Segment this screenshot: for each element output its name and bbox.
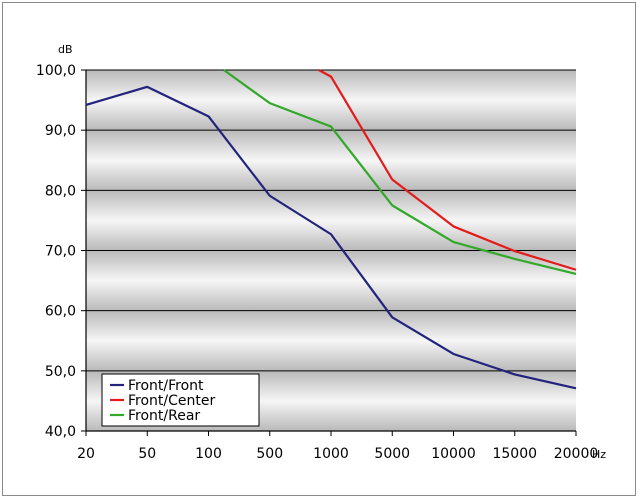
y-axis-unit-label: dB xyxy=(58,43,73,56)
legend-box xyxy=(101,373,260,427)
x-tick-label: 20 xyxy=(77,446,95,462)
x-tick-label: 15000 xyxy=(492,446,537,462)
x-tick-label: 1000 xyxy=(313,446,349,462)
x-tick-label: 5000 xyxy=(374,446,410,462)
x-tick-label: 100 xyxy=(195,446,222,462)
legend-label-front-front: Front/Front xyxy=(128,378,204,394)
y-tick-label: 50,0 xyxy=(45,364,76,380)
plot-band xyxy=(86,250,576,311)
y-tick-label: 80,0 xyxy=(45,183,76,199)
plot-band xyxy=(86,190,576,251)
x-tick-label: 500 xyxy=(256,446,283,462)
x-axis-unit-label: Hz xyxy=(592,448,606,461)
x-tick-label: 10000 xyxy=(431,446,476,462)
series-line-front-center xyxy=(318,69,577,271)
series-line-front-front xyxy=(85,85,577,390)
y-tick-label: 60,0 xyxy=(45,304,76,320)
series-layer xyxy=(85,69,577,390)
plot-background xyxy=(86,70,576,431)
plot-band xyxy=(86,130,576,191)
plot-band xyxy=(86,310,576,371)
x-tick-label: 50 xyxy=(138,446,156,462)
y-tick-label: 100,0 xyxy=(36,63,76,79)
y-tick-label: 90,0 xyxy=(45,123,76,139)
y-tick-label: 70,0 xyxy=(45,244,76,260)
x-tick-label: 20000 xyxy=(554,446,599,462)
y-tick-label: 40,0 xyxy=(45,424,76,440)
plot-band xyxy=(86,70,576,131)
tick-labels: 40,0 50,0 60,0 70,0 80,0 90,0 100,0 20 50 100 500 1… xyxy=(36,63,598,462)
axes xyxy=(81,69,577,436)
legend-label-front-center: Front/Center xyxy=(128,393,215,409)
series-line-front-rear xyxy=(223,69,577,276)
legend-label-front-rear: Front/Rear xyxy=(128,408,200,424)
